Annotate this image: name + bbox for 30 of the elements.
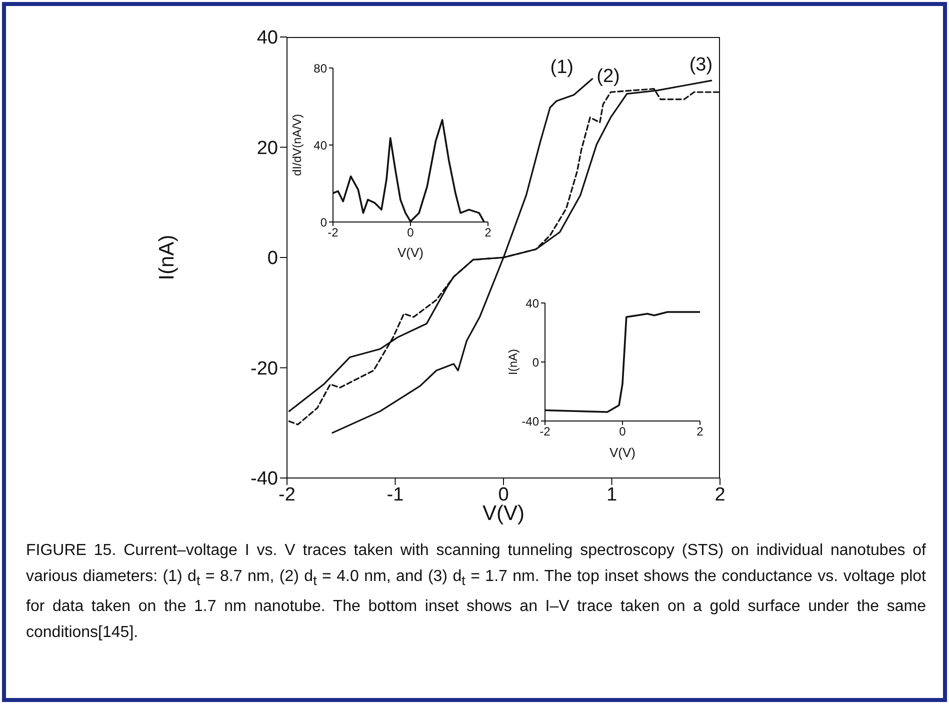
y-tick-label: -20 xyxy=(250,358,278,380)
y-tick-label: 0 xyxy=(267,248,278,270)
y-tick-label: 0 xyxy=(532,355,540,370)
y-axis-title: I(nA) xyxy=(156,234,178,280)
text: FIGURE 15. Current–voltage I vs. V traces taken with scanning tunneling spectroscopy (STS) on individual nanotubes of various diameters: (1) d$_{t}$ = 8.7 nm, (2) d$_{t}$ = 4.0 nm, and (3) d$_{t}$ = 1.7 nm. The top inset shows the conductance vs. voltage plot for data taken on the 1.7 nm nanotube. The bottom inset shows an I–V trace taken on a gold surface under the same conditions[145]. xyxy=(26,542,926,642)
x-tick-label: -2 xyxy=(540,424,551,439)
x-tick-label: 0 xyxy=(407,226,414,240)
x-axis-title: V(V) xyxy=(610,445,636,460)
y-axis-title: I(nA) xyxy=(506,348,520,376)
y-tick-label: -40 xyxy=(250,468,278,490)
x-tick-label: 2 xyxy=(484,226,492,240)
y-tick-label: -40 xyxy=(522,414,540,428)
series-label: (1) xyxy=(550,56,574,78)
x-tick-label: 2 xyxy=(714,484,726,506)
x-tick-label: 1 xyxy=(606,484,618,506)
x-tick-label: -2 xyxy=(278,484,296,506)
series-label: (3) xyxy=(689,54,713,76)
y-tick-label: 40 xyxy=(526,296,540,310)
y-tick-label: 40 xyxy=(314,138,328,152)
x-tick-label: -1 xyxy=(386,484,404,506)
y-axis-title: dI/dV(nA/V) xyxy=(290,114,304,176)
series-label: (2) xyxy=(596,66,620,88)
y-tick-label: 0 xyxy=(320,215,328,230)
x-tick-label: 2 xyxy=(696,424,704,439)
x-tick-label: 0 xyxy=(619,424,626,439)
y-tick-label: 40 xyxy=(256,28,278,49)
y-tick-label: 20 xyxy=(256,138,278,159)
x-tick-label: -2 xyxy=(328,226,339,240)
x-axis-title: V(V) xyxy=(398,245,424,260)
y-tick-label: 80 xyxy=(314,61,328,76)
